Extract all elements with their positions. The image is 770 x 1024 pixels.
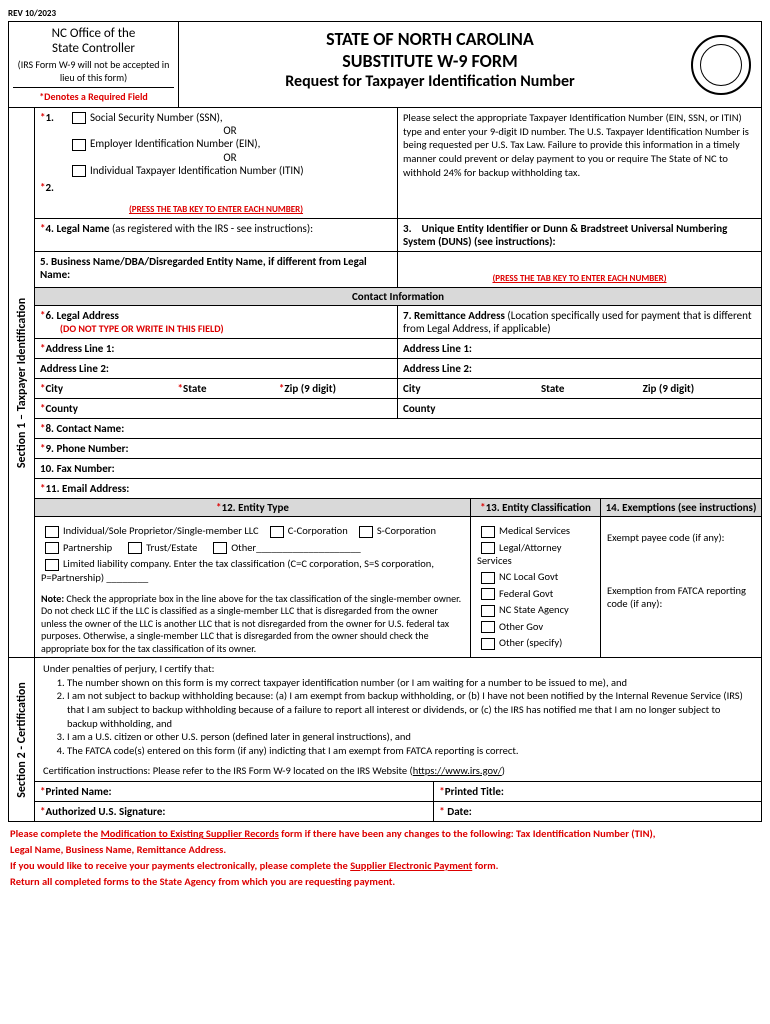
section-2-container: Section 2 - Certification Under penaltie…	[8, 658, 762, 822]
otherspec-checkbox[interactable]	[481, 638, 495, 650]
state-seal-icon	[691, 35, 751, 95]
signature-field[interactable]: *Authorized U.S. Signature:	[35, 802, 434, 821]
ncstate-checkbox[interactable]	[481, 605, 495, 617]
ssn-checkbox[interactable]	[72, 112, 86, 124]
legal-county[interactable]: *County	[35, 399, 398, 418]
footer-instructions: Please complete the Modification to Exis…	[8, 822, 762, 893]
legal-name-cell[interactable]: *4. Legal Name (as registered with the I…	[35, 219, 398, 251]
other-entity-checkbox[interactable]	[213, 542, 227, 554]
entity-note: Note: Check the appropriate box in the l…	[35, 591, 470, 658]
legal-address-header: *6. Legal Address (DO NOT TYPE OR WRITE …	[35, 306, 398, 338]
contact-name-field[interactable]: *8. Contact Name:	[35, 419, 761, 438]
form-title-1: STATE OF NORTH CAROLINA	[185, 28, 675, 50]
duns-entry-cell[interactable]: (PRESS THE TAB KEY TO ENTER EACH NUMBER)	[398, 252, 761, 287]
form-title-2: SUBSTITUTE W-9 FORM	[185, 50, 675, 72]
irs-website-link[interactable]: https://www.irs.gov/	[413, 764, 502, 777]
itin-checkbox[interactable]	[72, 165, 86, 177]
certification-text: Under penalties of perjury, I certify th…	[35, 658, 761, 781]
medical-checkbox[interactable]	[481, 526, 495, 538]
nclocal-checkbox[interactable]	[481, 572, 495, 584]
printed-title-field[interactable]: *Printed Title:	[434, 782, 761, 801]
business-name-cell[interactable]: 5. Business Name/DBA/Disregarded Entity …	[35, 252, 398, 287]
required-field-note: *Denotes a Required Field	[13, 87, 174, 103]
legal-city-state-zip[interactable]: *City *State *Zip (9 digit)	[35, 379, 398, 398]
exempt-payee-field[interactable]: Exempt payee code (if any):	[607, 531, 755, 544]
form-header: NC Office of the State Controller (IRS F…	[8, 21, 762, 108]
legal-checkbox[interactable]	[481, 542, 495, 554]
phone-number-field[interactable]: *9. Phone Number:	[35, 439, 761, 458]
partnership-checkbox[interactable]	[45, 542, 59, 554]
remit-county[interactable]: County	[398, 399, 761, 418]
header-seal-block	[681, 22, 761, 107]
press-tab-note-1: (PRESS THE TAB KEY TO ENTER EACH NUMBER)	[40, 204, 392, 215]
tin-instructions: Please select the appropriate Taxpayer I…	[398, 108, 761, 218]
remit-addr-line1[interactable]: Address Line 1:	[398, 339, 761, 358]
fax-number-field[interactable]: 10. Fax Number:	[35, 459, 761, 478]
tin-selection-cell: *1. Social Security Number (SSN), OR Emp…	[35, 108, 398, 218]
office-line2: State Controller	[13, 41, 174, 56]
entity-section: *12. Entity Type Individual/Sole Proprie…	[35, 499, 761, 657]
remittance-address-header: 7. Remittance Address (Location specific…	[398, 306, 761, 338]
llc-checkbox[interactable]	[45, 559, 59, 571]
section-1-label: Section 1 – Taxpayer Identification	[9, 108, 35, 657]
entity-type-header: *12. Entity Type	[35, 499, 470, 517]
printed-name-field[interactable]: *Printed Name:	[35, 782, 434, 801]
email-address-field[interactable]: *11. Email Address:	[35, 479, 761, 498]
revision-label: REV 10/2023	[8, 8, 762, 19]
entity-classification-header: *13. Entity Classification	[471, 499, 600, 517]
ein-checkbox[interactable]	[72, 139, 86, 151]
uei-duns-cell[interactable]: 3. Unique Entity Identifier or Dunn & Br…	[398, 219, 761, 251]
trust-checkbox[interactable]	[128, 542, 142, 554]
exemptions-header: 14. Exemptions (see instructions)	[601, 499, 761, 517]
scorp-checkbox[interactable]	[359, 526, 373, 538]
contact-info-header: Contact Information	[35, 288, 761, 305]
section-2-label: Section 2 - Certification	[9, 658, 35, 821]
federal-checkbox[interactable]	[481, 588, 495, 600]
press-tab-note-2: (PRESS THE TAB KEY TO ENTER EACH NUMBER)	[403, 273, 756, 284]
othergov-checkbox[interactable]	[481, 621, 495, 633]
remit-city-state-zip[interactable]: City State Zip (9 digit)	[398, 379, 761, 398]
header-left-block: NC Office of the State Controller (IRS F…	[9, 22, 179, 107]
form-title-3: Request for Taxpayer Identification Numb…	[185, 72, 675, 91]
legal-addr-line1[interactable]: *Address Line 1:	[35, 339, 398, 358]
remit-addr-line2[interactable]: Address Line 2:	[398, 359, 761, 378]
date-field[interactable]: * Date:	[434, 802, 761, 821]
ccorp-checkbox[interactable]	[270, 526, 284, 538]
individual-checkbox[interactable]	[45, 526, 59, 538]
irs-note: (IRS Form W-9 will not be accepted in li…	[13, 58, 174, 84]
legal-addr-line2[interactable]: Address Line 2:	[35, 359, 398, 378]
header-title-block: STATE OF NORTH CAROLINA SUBSTITUTE W-9 F…	[179, 22, 681, 107]
section-1-container: Section 1 – Taxpayer Identification *1. …	[8, 108, 762, 658]
office-line1: NC Office of the	[13, 26, 174, 41]
exempt-fatca-field[interactable]: Exemption from FATCA reporting code (if …	[607, 584, 755, 610]
